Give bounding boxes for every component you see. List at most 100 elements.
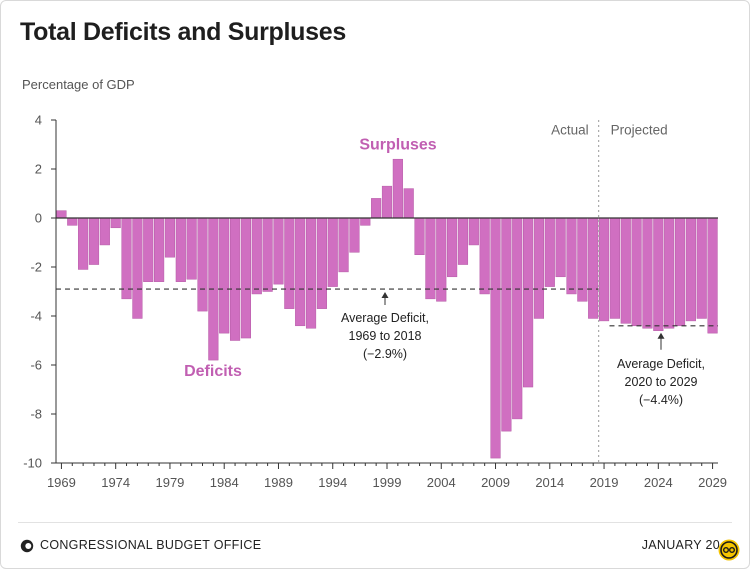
bar-2002 [414,217,425,255]
deficits-bar-chart: 4 2 0 -2 -4 -6 -8 -10 1969 1974 1979 1984 1989 1994 19… [23,113,727,491]
y-tick-label: -10 [23,456,42,471]
bar-2000 [392,158,403,219]
y-tick-label: -6 [30,358,42,373]
bar-1972 [88,217,100,265]
bar-1981 [186,217,197,280]
bar-2028 [696,217,707,319]
bar-1971 [78,217,89,270]
bar-1969 [56,210,67,219]
bar-1982 [197,217,208,312]
bar-2014 [544,217,555,287]
x-tick-label: 1979 [155,475,184,490]
bar-2012 [523,217,534,388]
bar-1998 [371,198,382,219]
bar-2023 [642,217,653,329]
average-deficit-label-line: Average Deficit, [617,357,705,371]
annotation-arrow-head [657,332,665,339]
y-axis-label: Percentage of GDP [22,77,135,92]
bars-group [56,158,718,459]
bar-1978 [154,217,165,282]
bar-1970 [67,217,78,226]
bar-2011 [512,217,523,420]
footer-organization: CONGRESSIONAL BUDGET OFFICE [40,538,262,552]
y-tick-label: -4 [30,309,42,324]
bar-2022 [631,217,642,327]
bar-1997 [360,217,371,226]
surpluses-label: Surpluses [359,136,436,153]
bar-1974 [110,217,121,229]
bar-2018 [588,217,599,319]
bar-1987 [251,217,262,295]
x-tick-label: 2004 [427,475,456,490]
x-tick-label: 2029 [698,475,727,490]
x-tick-label: 2014 [535,475,564,490]
bar-1994 [327,217,338,287]
x-tick-label: 2019 [590,475,619,490]
bar-2020 [609,217,620,319]
cbo-logo-icon [20,539,34,553]
average-deficit-label-line: (−2.9%) [363,347,407,361]
bar-1980 [175,217,186,282]
bar-1984 [219,217,230,334]
bar-2019 [598,217,610,322]
bar-1991 [295,217,306,327]
deficits-label: Deficits [184,363,242,380]
bar-1995 [338,217,349,273]
bar-2015 [555,217,566,278]
bar-1976 [132,217,143,319]
x-tick-label: 1999 [373,475,402,490]
bar-1992 [305,217,317,329]
average-deficit-label-line: 2020 to 2029 [625,375,698,389]
bar-1996 [349,217,360,253]
x-tick-label: 1989 [264,475,293,490]
bar-1977 [143,217,154,282]
corner-badge-icon[interactable] [718,539,740,561]
bar-2027 [685,217,696,322]
bar-2008 [479,217,490,295]
x-tick-label: 2024 [644,475,673,490]
x-tick-label: 1994 [318,475,347,490]
projected-region-label: Projected [611,123,668,138]
bar-1973 [99,217,110,246]
bar-2025 [664,217,675,329]
bar-2026 [674,217,686,327]
bar-1999 [381,185,393,219]
annotations-group: Actual Projected Average Deficit, 1969 to 2… [56,120,718,463]
footer-divider [18,522,732,523]
bar-2010 [501,217,512,432]
x-tick-label: 2009 [481,475,510,490]
bar-2013 [533,217,545,319]
footer-date: JANUARY 20 [641,538,720,552]
bar-1985 [229,217,241,341]
bar-1979 [164,217,176,258]
bar-1975 [121,217,132,300]
x-tick-label: 1969 [47,475,76,490]
bar-1993 [316,217,327,309]
annotation-arrow-head [381,292,389,299]
bar-2021 [620,217,631,324]
actual-region-label: Actual [551,123,589,138]
average-deficit-label-line: Average Deficit, [341,311,429,325]
x-tick-label: 1984 [210,475,239,490]
bar-2007 [468,217,479,246]
bar-2006 [457,217,469,265]
bar-1990 [284,217,295,309]
y-tick-label: 0 [35,211,42,226]
bar-2005 [447,217,458,278]
average-deficit-label-line: (−4.4%) [639,393,683,407]
bar-1986 [240,217,251,339]
bar-2029 [707,217,718,334]
bar-2016 [566,217,577,295]
bar-2009 [490,217,501,459]
x-tick-label: 1974 [101,475,130,490]
average-deficit-label-line: 1969 to 2018 [349,329,422,343]
bar-1989 [273,217,284,285]
y-tick-label: -8 [30,407,42,422]
y-tick-label: 4 [35,113,42,128]
bar-2024 [653,217,664,331]
bar-1988 [262,217,273,292]
bar-2001 [403,188,414,219]
y-tick-label: -2 [30,260,42,275]
y-tick-label: 2 [35,162,42,177]
chart-title: Total Deficits and Surpluses [20,18,346,46]
